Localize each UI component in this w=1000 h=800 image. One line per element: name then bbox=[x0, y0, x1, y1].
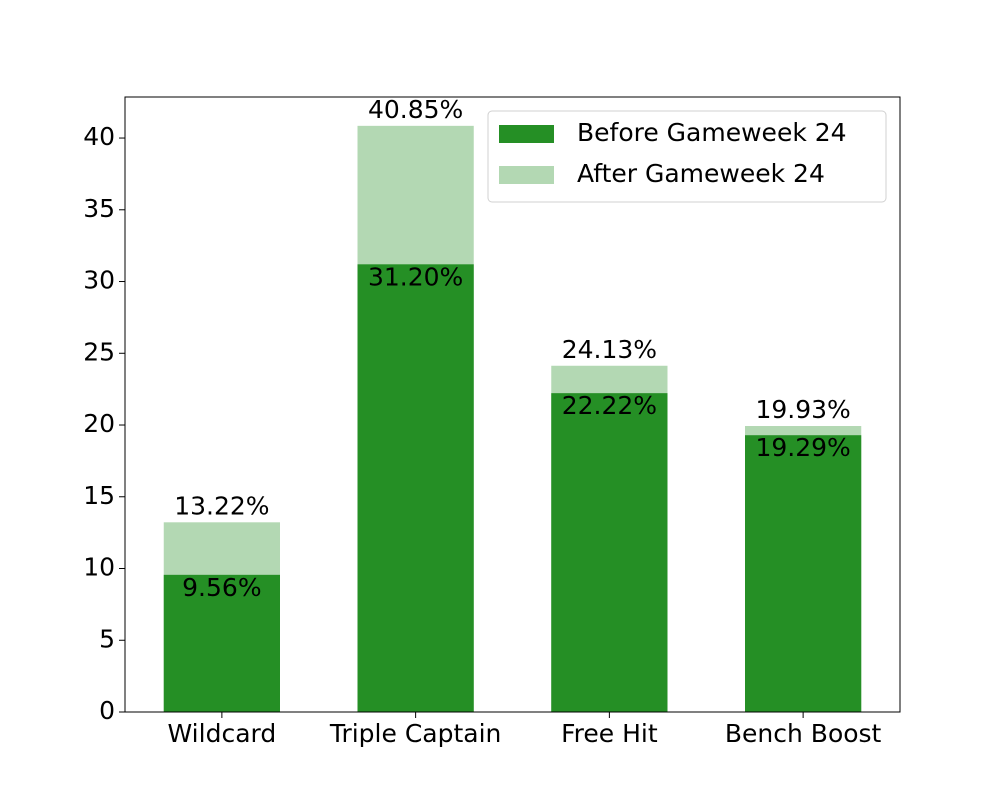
y-tick-label: 35 bbox=[83, 194, 115, 223]
x-tick-label: Free Hit bbox=[561, 719, 658, 748]
legend-swatch bbox=[499, 166, 554, 184]
value-label: 24.13% bbox=[562, 335, 657, 364]
y-tick-label: 5 bbox=[99, 624, 115, 653]
bar bbox=[357, 264, 474, 712]
legend-box bbox=[487, 110, 887, 203]
y-tick-label: 10 bbox=[83, 553, 115, 582]
bar bbox=[163, 574, 280, 712]
y-tick-label: 30 bbox=[83, 266, 115, 295]
value-label: 13.22% bbox=[174, 491, 269, 520]
value-label: 40.85% bbox=[368, 95, 463, 124]
x-tick-label: Wildcard bbox=[168, 719, 277, 748]
value-label: 31.20% bbox=[368, 262, 463, 291]
y-tick-label: 15 bbox=[83, 481, 115, 510]
legend-label: Before Gameweek 24 bbox=[577, 118, 847, 147]
plot-frame bbox=[124, 96, 901, 713]
y-tick-label: 25 bbox=[83, 337, 115, 366]
x-tick-label: Bench Boost bbox=[725, 719, 882, 748]
value-label: 19.93% bbox=[755, 395, 850, 424]
value-label: 22.22% bbox=[562, 391, 657, 420]
bar bbox=[551, 393, 668, 712]
value-label: 9.56% bbox=[182, 573, 261, 602]
y-tick-label: 0 bbox=[99, 696, 115, 725]
value-label: 19.29% bbox=[755, 433, 850, 462]
x-tick-label: Triple Captain bbox=[329, 719, 502, 748]
bar bbox=[745, 435, 862, 712]
legend-label: After Gameweek 24 bbox=[577, 159, 825, 188]
y-tick-label: 40 bbox=[83, 122, 115, 151]
legend-swatch bbox=[499, 125, 554, 143]
y-tick-label: 20 bbox=[83, 409, 115, 438]
